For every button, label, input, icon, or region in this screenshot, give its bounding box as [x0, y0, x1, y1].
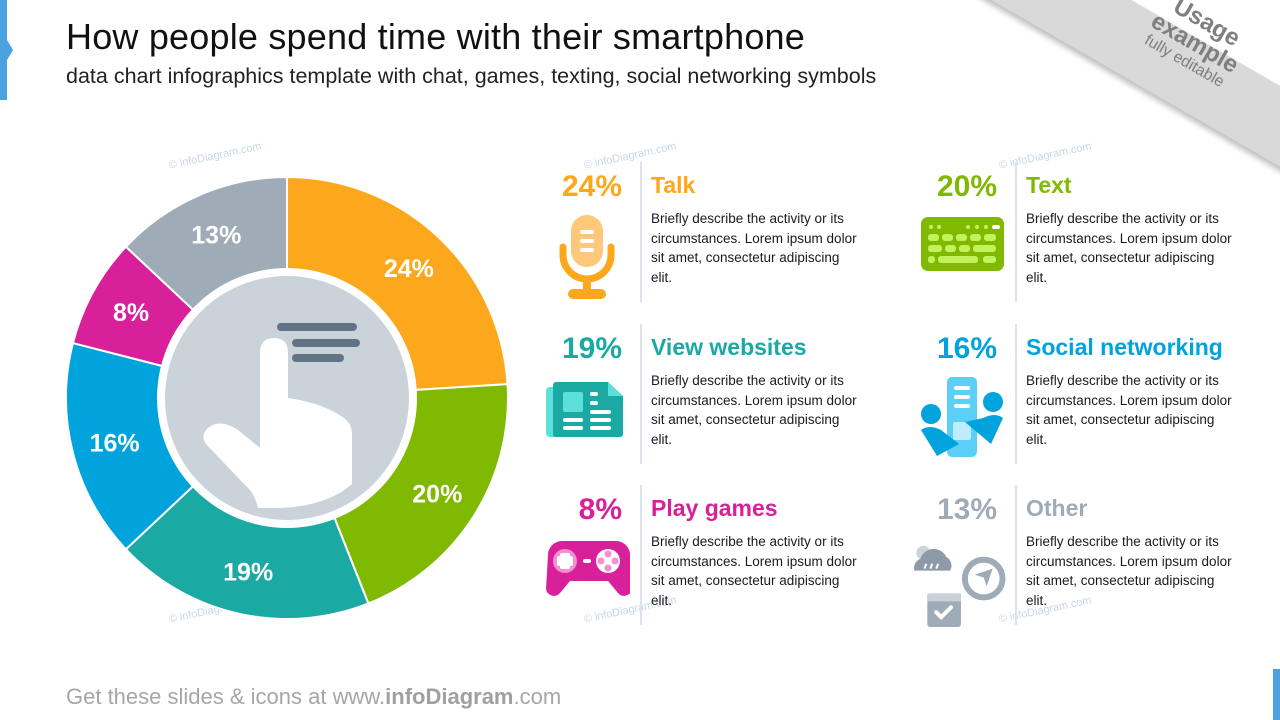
card-text: 20% Text Briefly describe the activity o…: [915, 162, 1245, 302]
page-subtitle: data chart infographics template with ch…: [66, 64, 877, 88]
corner-accent-bar: [1273, 669, 1280, 720]
card-divider: [1015, 485, 1017, 625]
card-description: Briefly describe the activity or its cir…: [651, 373, 857, 447]
donut-segment-label: 20%: [412, 480, 462, 508]
footer-suffix: .com: [513, 684, 562, 709]
page-title: How people spend time with their smartph…: [66, 16, 805, 57]
card-description: Briefly describe the activity or its cir…: [1026, 534, 1232, 608]
card-title: Social networking: [1026, 334, 1223, 360]
donut-segment-label: 19%: [223, 559, 273, 587]
footer-prefix: Get these slides & icons at www.: [66, 684, 386, 709]
compass-icon: [961, 556, 1006, 601]
weather-icon: [914, 545, 952, 571]
card-divider: [1015, 162, 1017, 302]
card-percent: 16%: [936, 332, 997, 365]
card-title: Text: [1026, 172, 1072, 198]
card-divider: [1015, 324, 1017, 464]
donut-segment-label: 24%: [384, 255, 434, 283]
card-title: View websites: [651, 334, 807, 360]
card-percent: 8%: [578, 493, 622, 526]
card-title: Play games: [651, 495, 778, 521]
card-other: 13% Other Briefly describe the activity …: [914, 485, 1245, 628]
newspaper-icon: [546, 382, 623, 437]
card-description: Briefly describe the activity or its cir…: [1026, 211, 1232, 285]
accent-bar: [0, 0, 7, 100]
donut-chart: 24% 20% 19% 16% 8% 13%: [65, 175, 509, 620]
card-social-networking: 16% Social networking Briefly describe t…: [915, 324, 1245, 464]
card-divider: [640, 324, 642, 464]
card-description: Briefly describe the activity or its cir…: [1026, 373, 1232, 447]
calendar-icon: [927, 593, 961, 628]
footer-credit: Get these slides & icons at www.infoDiag…: [66, 684, 561, 710]
card-percent: 24%: [561, 170, 622, 203]
card-percent: 13%: [936, 493, 997, 526]
card-title: Other: [1026, 495, 1088, 521]
card-view-websites: 19% View websites Briefly describe the a…: [540, 324, 870, 464]
hand-swipe-icon: [203, 323, 360, 508]
watermark: © infoDiagram.com: [167, 140, 263, 172]
accent-notch: [7, 40, 13, 60]
donut-segment-label: 8%: [113, 299, 149, 327]
gamepad-icon: [546, 541, 630, 596]
card-description: Briefly describe the activity or its cir…: [651, 534, 857, 608]
card-talk: 24% Talk Briefly describe the activity o…: [540, 162, 870, 302]
footer-brand: infoDiagram: [385, 684, 514, 709]
donut-labels: 24% 20% 19% 16% 8% 13%: [90, 222, 463, 587]
card-divider: [640, 162, 642, 302]
keyboard-icon: [921, 217, 1004, 271]
donut-segment-label: 13%: [191, 222, 241, 250]
card-percent: 20%: [936, 170, 997, 203]
card-title: Talk: [651, 172, 696, 198]
microphone-icon: [559, 215, 615, 299]
donut-segment-label: 16%: [90, 429, 140, 457]
card-divider: [640, 485, 642, 625]
social-network-icon: [921, 377, 1003, 457]
card-play-games: 8% Play games Briefly describe the activ…: [540, 485, 870, 625]
card-percent: 19%: [561, 332, 622, 365]
other-icons: [914, 545, 1006, 628]
card-description: Briefly describe the activity or its cir…: [651, 211, 857, 285]
